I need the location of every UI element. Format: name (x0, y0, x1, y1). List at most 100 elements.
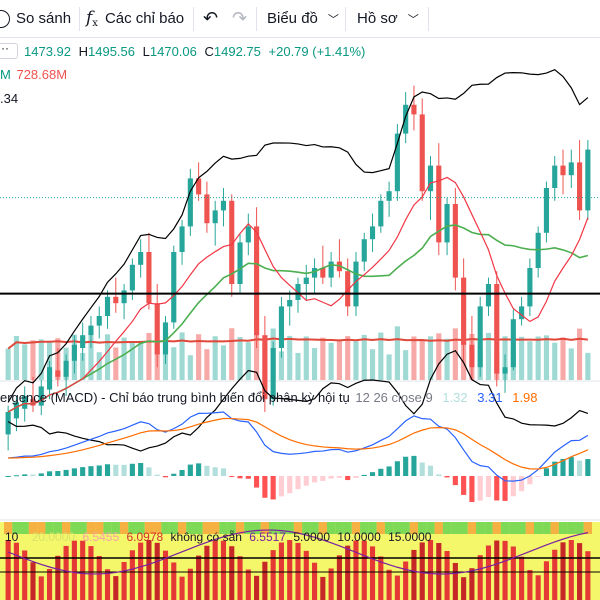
volume-bar (295, 352, 301, 380)
ind3-bar (510, 546, 516, 600)
candle-body (328, 261, 334, 278)
ind3-top-cell (500, 522, 510, 534)
redo-button[interactable]: ↷ (232, 0, 247, 37)
candle-body (469, 344, 475, 368)
open-value: 1473.92 (24, 44, 71, 59)
volume-legend: M 728.68M (0, 67, 67, 82)
volume-bar (303, 336, 309, 380)
ind3-bar (361, 540, 367, 600)
volume-bar (229, 328, 235, 380)
macd-histogram-bar (485, 476, 492, 497)
ind3-top-cell (418, 522, 427, 534)
ind3-bar (311, 562, 318, 600)
ind3-top-cell (343, 522, 352, 534)
volume-bar (104, 334, 111, 380)
candle-body (585, 149, 591, 211)
volume-bar (13, 335, 19, 380)
ind3-bar (403, 561, 409, 600)
volume-bar (461, 341, 467, 380)
volume-bar (345, 336, 351, 380)
macd-histogram-bar (419, 462, 425, 476)
macd-title: ergence (MACD) - Chỉ báo trung bình biến… (0, 390, 350, 405)
ind3-top-cell (12, 522, 21, 534)
candle-body (254, 226, 260, 336)
candle-body (237, 242, 243, 284)
ind3-top-cell (542, 522, 551, 534)
macd-histogram-bar (353, 476, 359, 478)
macd-pane (5, 411, 591, 502)
ind3-value-2: 6.5455 (82, 530, 120, 544)
low-prefix: L (142, 44, 150, 59)
macd-histogram-bar (535, 476, 541, 477)
candle-body (146, 252, 152, 304)
macd-legend: ergence (MACD) - Chỉ báo trung bình biến… (0, 390, 538, 405)
ind3-top-cell (169, 522, 178, 534)
undo-button[interactable]: ↶ (203, 0, 218, 37)
ind3-top-cell (426, 522, 435, 534)
ind3-top-cell (509, 522, 518, 534)
candle-body (270, 348, 276, 400)
ind3-top-cell (335, 522, 344, 534)
macd-histogram-bar (245, 476, 251, 479)
candle-body (38, 386, 44, 406)
volume-prefix: M (0, 67, 11, 82)
ind3-top-cell (310, 522, 319, 534)
dots-icon: ·· (1, 41, 9, 55)
volume-bar (444, 338, 450, 380)
macd-histogram-bar (104, 464, 111, 476)
candle-body (386, 191, 392, 201)
macd-histogram-bar (436, 474, 442, 476)
candle-body (129, 264, 135, 291)
candle-body (287, 300, 293, 307)
ind3-top-cell (260, 522, 270, 534)
ind3-top-cell (136, 522, 145, 534)
candle-body (494, 284, 500, 374)
ind3-bar (121, 561, 127, 600)
ind3-bar (146, 540, 152, 600)
ind3-bar (469, 568, 475, 600)
candle-body (220, 200, 227, 211)
ind3-bar (369, 546, 376, 600)
macd-histogram-bar (469, 476, 475, 502)
macd-line (8, 411, 589, 482)
macd-histogram-bar (527, 476, 533, 485)
volume-bar (519, 336, 525, 380)
candle-body (88, 325, 94, 336)
candle-body (510, 319, 516, 368)
compare-button[interactable]: So sánh (0, 0, 71, 37)
macd-histogram-bar (229, 476, 235, 477)
ind3-bar (63, 545, 69, 600)
profile-dropdown[interactable]: Hồ sơ ﹀ (357, 0, 419, 37)
chart-type-label: Biểu đồ (267, 10, 318, 27)
ind3-bar (104, 569, 111, 600)
volume-bar (311, 348, 318, 380)
chart-type-dropdown[interactable]: Biểu đồ ﹀ (267, 0, 339, 37)
macd-histogram-bar (585, 459, 591, 476)
volume-bar (171, 347, 177, 380)
ind3-bar (411, 549, 417, 600)
third-indicator-pane (0, 522, 600, 600)
collapse-legend-button[interactable]: ·· (0, 41, 18, 59)
volume-bar (204, 349, 210, 380)
macd-histogram-bar (568, 457, 574, 476)
candle-body (320, 268, 326, 278)
profile-label: Hồ sơ (357, 10, 398, 27)
ind3-value-6: 10.0000 (337, 530, 381, 544)
ind3-bar (585, 551, 591, 600)
volume-bar (585, 352, 591, 380)
candle-body (46, 367, 53, 390)
macd-histogram-bar (237, 476, 243, 479)
ind3-top-cell (376, 522, 385, 534)
indicators-button[interactable]: fx Các chỉ báo (86, 0, 184, 37)
volume-bar (353, 341, 359, 380)
candle-body (63, 360, 69, 377)
change-value: +20.79 (+1.41%) (268, 44, 366, 59)
ind3-top-cell (219, 522, 228, 534)
macd-histogram-bar (502, 476, 508, 501)
ind3-bar (535, 575, 541, 600)
candle-body (461, 277, 467, 345)
candle-body (345, 271, 351, 307)
close-prefix: C (204, 44, 214, 59)
ind3-bar (452, 562, 458, 600)
